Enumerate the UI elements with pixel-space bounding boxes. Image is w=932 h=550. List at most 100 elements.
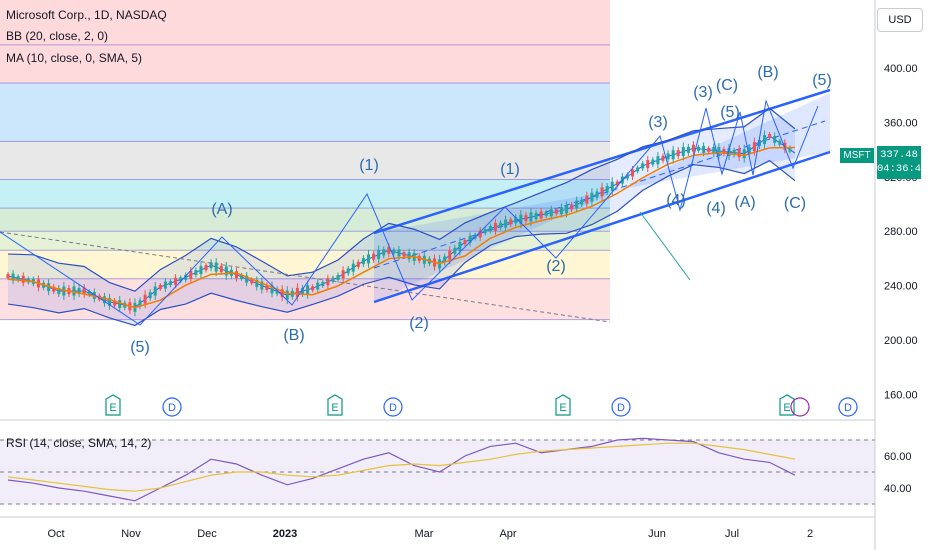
dividend-marker [383,397,403,417]
candle-body [499,222,503,228]
candle-body [123,302,127,308]
candle-body [519,214,523,224]
candle-body [260,281,264,290]
candle-body [707,147,711,152]
candle-body [712,146,716,154]
candle-body [138,300,142,307]
dividend-marker [838,397,858,417]
candle-body [676,150,680,157]
candle-body [549,209,553,217]
candle-body [366,254,370,264]
time-tick-label: 2 [807,528,813,540]
candle-body [92,291,96,299]
fib-zone [0,179,610,209]
time-tick-label: 2023 [273,528,297,540]
candle-body [763,135,767,145]
candle-body [722,149,726,155]
bb-upper [7,107,796,292]
wave-label: (2) [546,258,566,275]
candle-body [184,274,188,280]
candle-body [224,266,228,276]
ma-legend[interactable]: MA (10, close, 0, SMA, 5) [6,51,143,65]
candle-body [143,294,147,304]
candle-body [407,252,411,260]
time-tick-label: Jul [725,528,739,540]
candle-body [316,282,320,290]
time-tick-label: Jun [648,528,666,540]
wave-label: (B) [757,64,778,81]
earnings-marker [555,394,571,416]
fib-zone [0,44,610,83]
candle-body [610,181,614,191]
candle-body [209,262,213,269]
candle-body [691,144,695,152]
candle-body [697,146,701,151]
bb-lower [7,159,796,327]
moving-average [0,146,796,323]
candle-body [631,169,635,177]
candle-body [382,249,386,256]
candle-body [448,250,452,260]
wave-label: (5) [720,104,740,121]
candle-body [651,159,655,165]
rsi-tick-label: 60.00 [884,451,912,463]
candle-body [148,292,152,299]
candle-body [26,278,30,283]
fib-zone [0,208,610,232]
dividend-letter: D [844,402,852,414]
candle-body [666,153,670,160]
wave-path [0,99,819,326]
candle-body [174,277,178,285]
candle-body [458,241,462,251]
wave-label: (C) [784,195,806,212]
candle-body [757,140,761,147]
projection-line [639,211,691,281]
candle-body [6,274,10,279]
symbol-legend[interactable]: Microsoft Corp., 1D, NASDAQ [6,8,167,22]
candle-body [57,288,61,295]
fib-zone [0,82,610,142]
candle-body [245,275,249,283]
bb-fill [8,108,795,326]
elliott-wave-lines [0,99,819,326]
rsi-tick-label: 40.00 [884,483,912,495]
bar-countdown: 04:36:43 [877,163,928,175]
candle-body [575,200,579,209]
candle-body [565,205,569,214]
candle-body [534,212,538,219]
candle-body [732,150,736,156]
candle-body [702,145,706,153]
wave-label: (3) [693,84,713,101]
rsi-legend[interactable]: RSI (14, close, SMA, 14, 2) [6,436,152,450]
candle-body [727,148,731,157]
rsi-ma-line [7,442,796,492]
bb-legend[interactable]: BB (20, close, 2, 0) [6,29,109,43]
candle-body [214,262,218,272]
candle-body [336,274,340,280]
candle-body [752,142,756,152]
candle-body [539,211,543,219]
wave-label: (1) [500,161,520,178]
candle-body [737,149,741,158]
currency-button[interactable]: USD [877,8,923,32]
dividend-marker [611,397,631,417]
candle-body [311,286,315,291]
candle-body [250,279,254,284]
price-tick-label: 360.00 [884,117,918,129]
candle-body [493,222,497,231]
candle-body [397,249,401,257]
price-tick-label: 280.00 [884,226,918,238]
wave-label: (2) [409,315,429,332]
candle-body [102,296,106,304]
candle-body [280,289,284,298]
price-tick-label: 160.00 [884,389,918,401]
candle-body [356,261,360,267]
candle-body [361,258,365,265]
candle-body [768,134,772,138]
candle-body [306,285,310,295]
candle-body [478,230,482,238]
candle-body [590,192,594,202]
candle-body [377,250,381,260]
